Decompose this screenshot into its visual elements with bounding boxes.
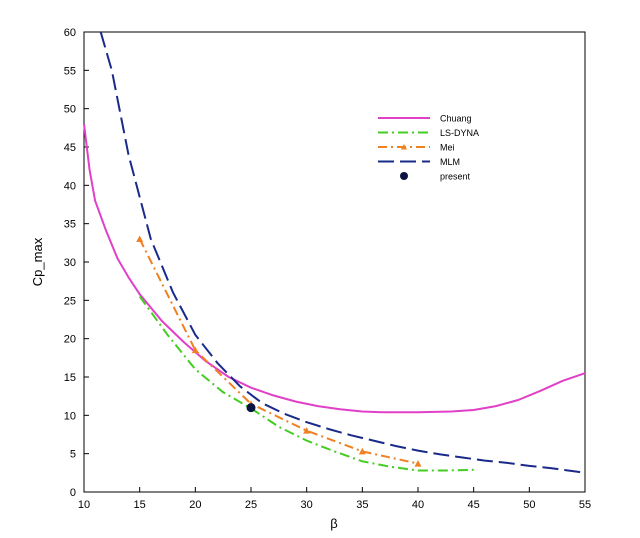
series-marker-mei: [136, 235, 144, 242]
series-marker-mei: [414, 460, 422, 467]
series-marker-mei: [191, 346, 199, 354]
x-tick-label: 50: [523, 499, 535, 511]
series-layer: [83, 31, 586, 474]
series-marker-mei: [358, 447, 366, 455]
x-tick-label: 10: [78, 499, 90, 511]
series-marker-mei: [303, 427, 311, 434]
y-tick-label: 20: [64, 334, 76, 346]
x-tick-label: 30: [301, 499, 313, 511]
y-tick-label: 35: [64, 219, 76, 231]
x-tick-label: 55: [579, 499, 591, 511]
legend-label-mei: Mei: [440, 143, 455, 153]
y-tick-label: 55: [64, 65, 76, 77]
plot-frame: [83, 31, 586, 493]
legend-label-ls-dyna: LS-DYNA: [440, 128, 479, 138]
legend-marker-mei: [401, 144, 407, 150]
x-axis-label: β: [330, 516, 337, 531]
y-tick-label: 60: [64, 27, 76, 39]
x-tick-label: 20: [189, 499, 201, 511]
series-point-present: [246, 403, 256, 413]
series-line-mei: [138, 238, 419, 465]
series-line-ls-dyna: [138, 295, 474, 472]
legend-label-present: present: [440, 172, 471, 182]
y-tick-label: 50: [64, 104, 76, 116]
y-tick-label: 40: [64, 180, 76, 192]
y-tick-label: 10: [64, 410, 76, 422]
x-tick-label: 25: [245, 499, 257, 511]
y-tick-label: 15: [64, 372, 76, 384]
series-line-chuang: [83, 123, 586, 414]
x-tick-label: 35: [356, 499, 368, 511]
x-tick-label: 15: [134, 499, 146, 511]
y-axis-ticks: 0 5 10 15 20 25 30 35 40 45 50 55 60: [64, 27, 89, 499]
y-tick-label: 45: [64, 142, 76, 154]
legend: Chuang LS-DYNA Mei MLM present: [378, 114, 479, 182]
legend-label-mlm: MLM: [440, 157, 460, 167]
y-tick-label: 5: [70, 449, 76, 461]
x-tick-label: 45: [468, 499, 480, 511]
legend-label-chuang: Chuang: [440, 114, 472, 124]
series-line-mlm: [99, 31, 586, 474]
y-tick-label: 25: [64, 295, 76, 307]
legend-swatch-present: [400, 172, 408, 180]
x-axis-ticks: 10 15 20 25 30 35 40 45 50 55: [78, 487, 591, 511]
x-tick-label: 40: [412, 499, 424, 511]
y-tick-label: 30: [64, 257, 76, 269]
y-axis-label: Cp_max: [30, 237, 45, 286]
y-tick-label: 0: [70, 487, 76, 499]
